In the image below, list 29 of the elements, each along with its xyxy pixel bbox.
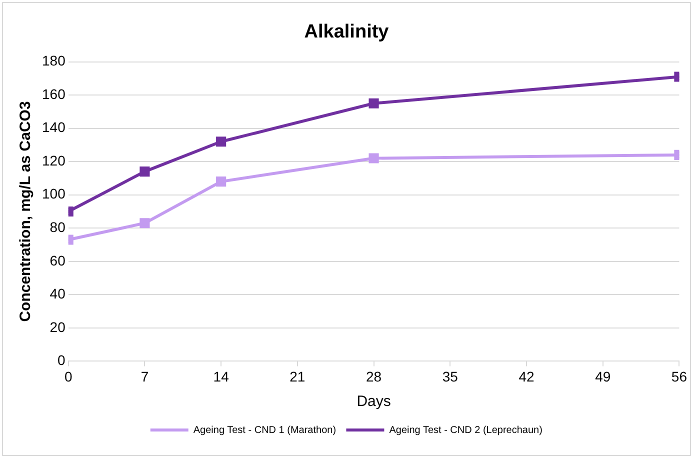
y-tick-label: 0: [58, 352, 66, 368]
point: [140, 166, 150, 177]
y-tick-label: 180: [42, 52, 66, 69]
x-tick-label: 56: [671, 368, 688, 384]
legend-label: Ageing Test - CND 1 (Marathon): [193, 424, 336, 436]
y-tick-label: 20: [50, 318, 66, 335]
y-tick-label: 120: [42, 152, 66, 168]
x-axis-title: Days: [356, 393, 391, 410]
point: [368, 153, 379, 164]
point: [140, 218, 150, 228]
y-tick-label: 60: [50, 252, 66, 268]
x-tick-label: 14: [213, 368, 230, 384]
x-tick-label: 7: [140, 368, 149, 384]
legend-label: Ageing Test - CND 2 (Leprechaun): [389, 424, 542, 436]
point: [368, 98, 379, 108]
y-tick-label: 140: [42, 119, 66, 136]
y-tick-label: 40: [50, 286, 66, 302]
y-tick-label: 100: [42, 186, 66, 202]
x-tick-label: 21: [290, 368, 306, 384]
point: [216, 176, 226, 187]
y-axis-title: Concentration, mg/L as CaCO3: [17, 101, 34, 322]
chart-title: Alkalinity: [304, 22, 390, 43]
point: [216, 136, 226, 147]
x-tick-label: 28: [366, 368, 382, 384]
x-tick-label: 42: [518, 368, 534, 384]
y-tick-label: 80: [50, 218, 66, 235]
x-tick-label: 35: [442, 368, 458, 384]
x-tick-label: 49: [595, 368, 611, 384]
y-tick-label: 160: [42, 86, 66, 102]
